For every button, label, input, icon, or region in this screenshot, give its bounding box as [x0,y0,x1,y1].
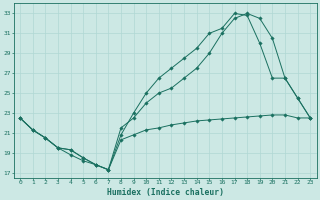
X-axis label: Humidex (Indice chaleur): Humidex (Indice chaleur) [107,188,224,197]
